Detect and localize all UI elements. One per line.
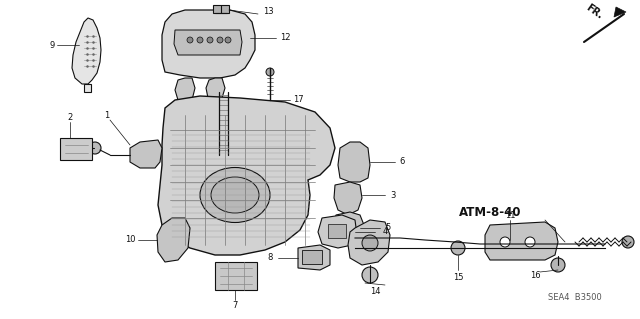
Polygon shape <box>298 245 330 270</box>
Text: 9: 9 <box>49 41 54 49</box>
Polygon shape <box>175 78 195 105</box>
Text: 8: 8 <box>268 254 273 263</box>
Polygon shape <box>130 140 162 168</box>
Text: 16: 16 <box>530 271 540 279</box>
Bar <box>213 5 229 13</box>
Polygon shape <box>485 222 558 260</box>
Circle shape <box>197 37 203 43</box>
Text: 5: 5 <box>385 224 390 233</box>
Polygon shape <box>318 215 357 248</box>
Circle shape <box>207 37 213 43</box>
Circle shape <box>225 37 231 43</box>
Bar <box>215 262 257 290</box>
Text: 12: 12 <box>280 33 291 42</box>
Polygon shape <box>614 7 626 17</box>
Text: 6: 6 <box>399 158 404 167</box>
Circle shape <box>187 37 193 43</box>
Text: 10: 10 <box>125 235 135 244</box>
Text: 2: 2 <box>67 114 72 122</box>
Circle shape <box>551 258 565 272</box>
Polygon shape <box>84 84 91 92</box>
Circle shape <box>622 236 634 248</box>
Text: 7: 7 <box>232 301 237 310</box>
Bar <box>302 250 322 264</box>
Circle shape <box>500 237 510 247</box>
Text: 14: 14 <box>370 287 380 296</box>
Bar <box>60 138 92 160</box>
Text: FR.: FR. <box>584 3 604 21</box>
Bar <box>328 224 346 238</box>
Text: 3: 3 <box>390 190 396 199</box>
Text: 1: 1 <box>104 112 109 121</box>
Circle shape <box>217 37 223 43</box>
Text: 11: 11 <box>505 211 515 219</box>
Circle shape <box>89 142 101 154</box>
Circle shape <box>451 241 465 255</box>
Polygon shape <box>348 220 390 265</box>
Polygon shape <box>206 78 225 103</box>
Polygon shape <box>334 182 362 215</box>
Polygon shape <box>174 30 242 55</box>
Polygon shape <box>338 142 370 182</box>
Circle shape <box>266 68 274 76</box>
Polygon shape <box>158 96 335 255</box>
Ellipse shape <box>211 177 259 213</box>
Text: 15: 15 <box>452 272 463 281</box>
Polygon shape <box>72 18 101 84</box>
Polygon shape <box>334 212 364 238</box>
Ellipse shape <box>200 167 270 222</box>
Text: 17: 17 <box>292 95 303 105</box>
Circle shape <box>362 267 378 283</box>
Text: 13: 13 <box>262 8 273 17</box>
Polygon shape <box>162 10 255 78</box>
Text: 4: 4 <box>383 227 388 236</box>
Polygon shape <box>157 218 190 262</box>
Circle shape <box>362 235 378 251</box>
Text: ATM-8-40: ATM-8-40 <box>459 205 521 219</box>
Text: SEA4  B3500: SEA4 B3500 <box>548 293 602 302</box>
Circle shape <box>525 237 535 247</box>
